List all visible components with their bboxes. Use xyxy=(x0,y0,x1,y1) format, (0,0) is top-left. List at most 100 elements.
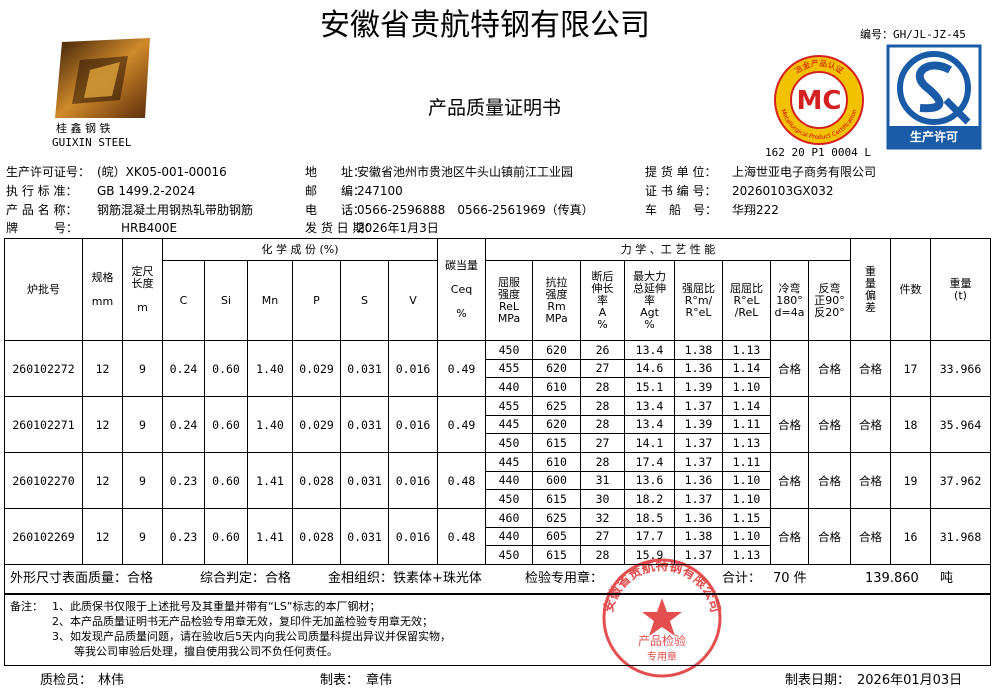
test-value: 1.10 xyxy=(722,489,771,509)
test-value: 1.39 xyxy=(674,377,723,397)
chem-value: 0.60 xyxy=(204,340,248,397)
info-value: 华翔222 xyxy=(732,203,779,217)
column-header: C xyxy=(162,260,205,341)
info-label: 证 书 编 号： xyxy=(645,184,717,198)
chem-value: 0.031 xyxy=(340,396,389,453)
signature-label: 制表： xyxy=(320,673,360,688)
test-value: 1.10 xyxy=(722,470,771,491)
signature-value: 章伟 xyxy=(366,673,393,688)
test-value: 14.1 xyxy=(624,433,675,453)
notes-box xyxy=(4,594,991,666)
heat-number: 260102269 xyxy=(4,508,83,565)
test-value: 455 xyxy=(485,358,533,379)
logo-en: GUIXIN STEEL xyxy=(52,136,132,149)
signature-value: 2026年01月03日 xyxy=(857,673,963,688)
test-value: 1.36 xyxy=(674,358,723,379)
column-header: 屈屈比 R°eL /ReL xyxy=(722,260,771,341)
test-value: 440 xyxy=(485,470,533,491)
summary-label: 金相组织： xyxy=(328,571,394,586)
summary-label: 检验专用章： xyxy=(525,571,604,586)
column-header: 炉批号 xyxy=(4,238,83,341)
column-header: 定尺 长度 m xyxy=(122,238,163,341)
chem-value: 0.016 xyxy=(388,452,438,509)
test-value: 13.4 xyxy=(624,340,675,360)
info-label: 执 行 标 准： xyxy=(6,184,78,198)
summary-value: 合格 xyxy=(265,571,292,586)
info-value: 2026年1月3日 xyxy=(357,221,439,235)
qs-label: 生产许可 xyxy=(910,129,958,144)
info-value: HRB400E xyxy=(121,221,178,235)
test-value: 615 xyxy=(532,545,581,565)
note-line: 等我公司审验后处理，擅自使用我公司不负任何责任。 xyxy=(74,645,338,658)
spec: 12 xyxy=(82,340,123,397)
weight: 35.964 xyxy=(930,396,991,453)
test-value: 1.10 xyxy=(722,526,771,547)
test-value: 15.9 xyxy=(624,545,675,565)
test-value: 620 xyxy=(532,358,581,379)
weight-unit: 吨 xyxy=(940,571,954,586)
mc-badge: 冶金产品认证 Metallurgical Product Certificati… xyxy=(774,55,864,145)
test-value: 27 xyxy=(580,358,625,379)
heat-number: 260102272 xyxy=(4,340,83,397)
pieces: 18 xyxy=(890,396,931,453)
chem-value: 0.24 xyxy=(162,396,205,453)
column-header: V xyxy=(388,260,438,341)
info-label: 电 话： xyxy=(305,203,366,217)
stamp-bottom: 专用章 xyxy=(647,650,677,663)
chem-value: 0.028 xyxy=(292,452,341,509)
test-value: 13.4 xyxy=(624,414,675,435)
chem-value: 0.23 xyxy=(162,452,205,509)
test-value: 610 xyxy=(532,452,581,472)
summary-value: 合格 xyxy=(127,571,154,586)
chem-value: 0.031 xyxy=(340,340,389,397)
column-header: 反弯 正90° 反20° xyxy=(808,260,851,341)
spec: 12 xyxy=(82,396,123,453)
test-value: 1.37 xyxy=(674,452,723,472)
info-value: 20260103GX032 xyxy=(732,184,834,198)
summary-label: 综合判定： xyxy=(200,571,266,586)
test-value: 32 xyxy=(580,508,625,528)
note-line: 3、如发现产品质量问题，请在验收后5天内向我公司质量科提出异议并保留实物， xyxy=(52,630,451,643)
company-name: 安徽省贵航特钢有限公司 xyxy=(320,8,650,43)
info-value: 0566-2596888 0566-2561969（传真） xyxy=(357,203,594,217)
weight-deviation: 合格 xyxy=(850,508,891,565)
document-title: 产品质量证明书 xyxy=(428,97,562,119)
test-value: 605 xyxy=(532,526,581,547)
test-value: 1.13 xyxy=(722,340,771,360)
mc-text: MC xyxy=(797,86,842,116)
summary-box xyxy=(4,564,991,594)
pieces: 19 xyxy=(890,452,931,509)
test-value: 620 xyxy=(532,414,581,435)
logo-cn: 桂 鑫 钢 铁 xyxy=(56,122,111,135)
test-value: 30 xyxy=(580,489,625,509)
summary-value: 铁素体+珠光体 xyxy=(393,571,482,586)
test-value: 455 xyxy=(485,396,533,416)
test-value: 28 xyxy=(580,545,625,565)
chem-value: 1.40 xyxy=(247,340,293,397)
ceq: 0.48 xyxy=(437,452,486,509)
column-header: 抗拉 强度 Rm MPa xyxy=(532,260,581,341)
rebend-result: 合格 xyxy=(808,452,851,509)
test-value: 450 xyxy=(485,545,533,565)
info-label: 发 货 日 期： xyxy=(305,221,377,235)
test-value: 18.5 xyxy=(624,508,675,528)
test-value: 14.6 xyxy=(624,358,675,379)
test-value: 28 xyxy=(580,414,625,435)
test-value: 1.38 xyxy=(674,340,723,360)
info-label: 地 址： xyxy=(305,165,366,179)
test-value: 620 xyxy=(532,340,581,360)
info-label: 提 货 单 位： xyxy=(645,165,717,179)
info-value: 上海世亚电子商务有限公司 xyxy=(732,165,877,179)
weight: 37.962 xyxy=(930,452,991,509)
test-value: 1.37 xyxy=(674,396,723,416)
test-value: 1.13 xyxy=(722,433,771,453)
test-value: 17.4 xyxy=(624,452,675,472)
info-value: 钢筋混凝土用钢热轧带肋钢筋 xyxy=(97,203,254,217)
test-value: 440 xyxy=(485,377,533,397)
weight-deviation: 合格 xyxy=(850,452,891,509)
chem-value: 0.016 xyxy=(388,340,438,397)
test-value: 17.7 xyxy=(624,526,675,547)
test-value: 13.4 xyxy=(624,396,675,416)
test-value: 18.2 xyxy=(624,489,675,509)
